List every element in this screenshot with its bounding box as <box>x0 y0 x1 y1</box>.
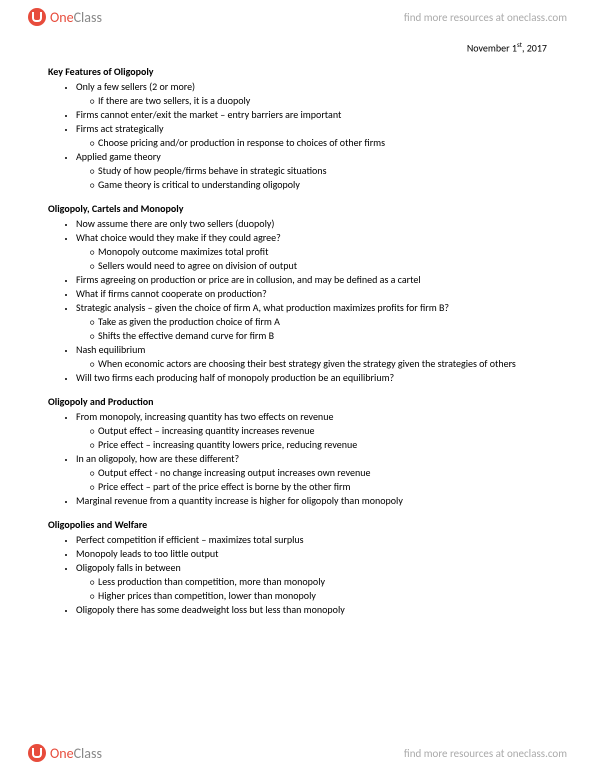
list-item: What if firms cannot cooperate on produc… <box>76 287 547 301</box>
list-item: What choice would they make if they coul… <box>76 231 547 273</box>
list-item: Output effect – increasing quantity incr… <box>98 424 547 438</box>
bullet-list: Now assume there are only two sellers (d… <box>48 217 547 385</box>
brand-icon <box>28 8 46 26</box>
sub-bullet-list: When economic actors are choosing their … <box>76 357 547 371</box>
sub-bullet-list: Output effect – increasing quantity incr… <box>76 424 547 452</box>
list-item: Game theory is critical to understanding… <box>98 178 547 192</box>
document-body: November 1st, 2017 Key Features of Oligo… <box>48 40 547 730</box>
sub-bullet-list: Choose pricing and/or production in resp… <box>76 136 547 150</box>
list-item: Monopoly outcome maximizes total profit <box>98 245 547 259</box>
section-title: Oligopolies and Welfare <box>48 518 547 532</box>
bullet-list: From monopoly, increasing quantity has t… <box>48 410 547 508</box>
list-item: Marginal revenue from a quantity increas… <box>76 494 547 508</box>
brand-text: OneClass <box>50 9 102 26</box>
bullet-list: Only a few sellers (2 or more)If there a… <box>48 80 547 192</box>
list-item: Applied game theoryStudy of how people/f… <box>76 150 547 192</box>
sub-bullet-list: Take as given the production choice of f… <box>76 315 547 343</box>
list-item: Only a few sellers (2 or more)If there a… <box>76 80 547 108</box>
section-title: Key Features of Oligopoly <box>48 65 547 79</box>
brand-logo: OneClass <box>28 8 102 26</box>
brand-icon <box>28 744 46 762</box>
list-item: Now assume there are only two sellers (d… <box>76 217 547 231</box>
list-item: Price effect – part of the price effect … <box>98 480 547 494</box>
list-item: Firms agreeing on production or price ar… <box>76 273 547 287</box>
bullet-list: Perfect competition if efficient – maxim… <box>48 533 547 617</box>
list-item: Oligopoly there has some deadweight loss… <box>76 603 547 617</box>
sub-bullet-list: Output effect - no change increasing out… <box>76 466 547 494</box>
list-item: Perfect competition if efficient – maxim… <box>76 533 547 547</box>
page-header: OneClass find more resources at oneclass… <box>0 0 595 34</box>
list-item: Take as given the production choice of f… <box>98 315 547 329</box>
list-item: Higher prices than competition, lower th… <box>98 589 547 603</box>
list-item: In an oligopoly, how are these different… <box>76 452 547 494</box>
list-item: Will two firms each producing half of mo… <box>76 371 547 385</box>
page-footer: OneClass find more resources at oneclass… <box>0 736 595 770</box>
list-item: When economic actors are choosing their … <box>98 357 547 371</box>
sub-bullet-list: Less production than competition, more t… <box>76 575 547 603</box>
header-link[interactable]: find more resources at oneclass.com <box>404 11 567 24</box>
list-item: Strategic analysis – given the choice of… <box>76 301 547 343</box>
section-title: Oligopoly, Cartels and Monopoly <box>48 202 547 216</box>
list-item: Firms act strategicallyChoose pricing an… <box>76 122 547 150</box>
list-item: Choose pricing and/or production in resp… <box>98 136 547 150</box>
sub-bullet-list: If there are two sellers, it is a duopol… <box>76 94 547 108</box>
list-item: Sellers would need to agree on division … <box>98 259 547 273</box>
list-item: Output effect - no change increasing out… <box>98 466 547 480</box>
section-title: Oligopoly and Production <box>48 395 547 409</box>
document-date: November 1st, 2017 <box>48 40 547 55</box>
list-item: Price effect – increasing quantity lower… <box>98 438 547 452</box>
list-item: Nash equilibriumWhen economic actors are… <box>76 343 547 371</box>
sub-bullet-list: Study of how people/firms behave in stra… <box>76 164 547 192</box>
list-item: Study of how people/firms behave in stra… <box>98 164 547 178</box>
list-item: From monopoly, increasing quantity has t… <box>76 410 547 452</box>
list-item: Oligopoly falls in betweenLess productio… <box>76 561 547 603</box>
footer-link[interactable]: find more resources at oneclass.com <box>404 747 567 760</box>
brand-text: OneClass <box>50 745 102 762</box>
sub-bullet-list: Monopoly outcome maximizes total profitS… <box>76 245 547 273</box>
list-item: Less production than competition, more t… <box>98 575 547 589</box>
list-item: Shifts the effective demand curve for fi… <box>98 329 547 343</box>
brand-logo-footer: OneClass <box>28 744 102 762</box>
list-item: If there are two sellers, it is a duopol… <box>98 94 547 108</box>
list-item: Monopoly leads to too little output <box>76 547 547 561</box>
list-item: Firms cannot enter/exit the market – ent… <box>76 108 547 122</box>
